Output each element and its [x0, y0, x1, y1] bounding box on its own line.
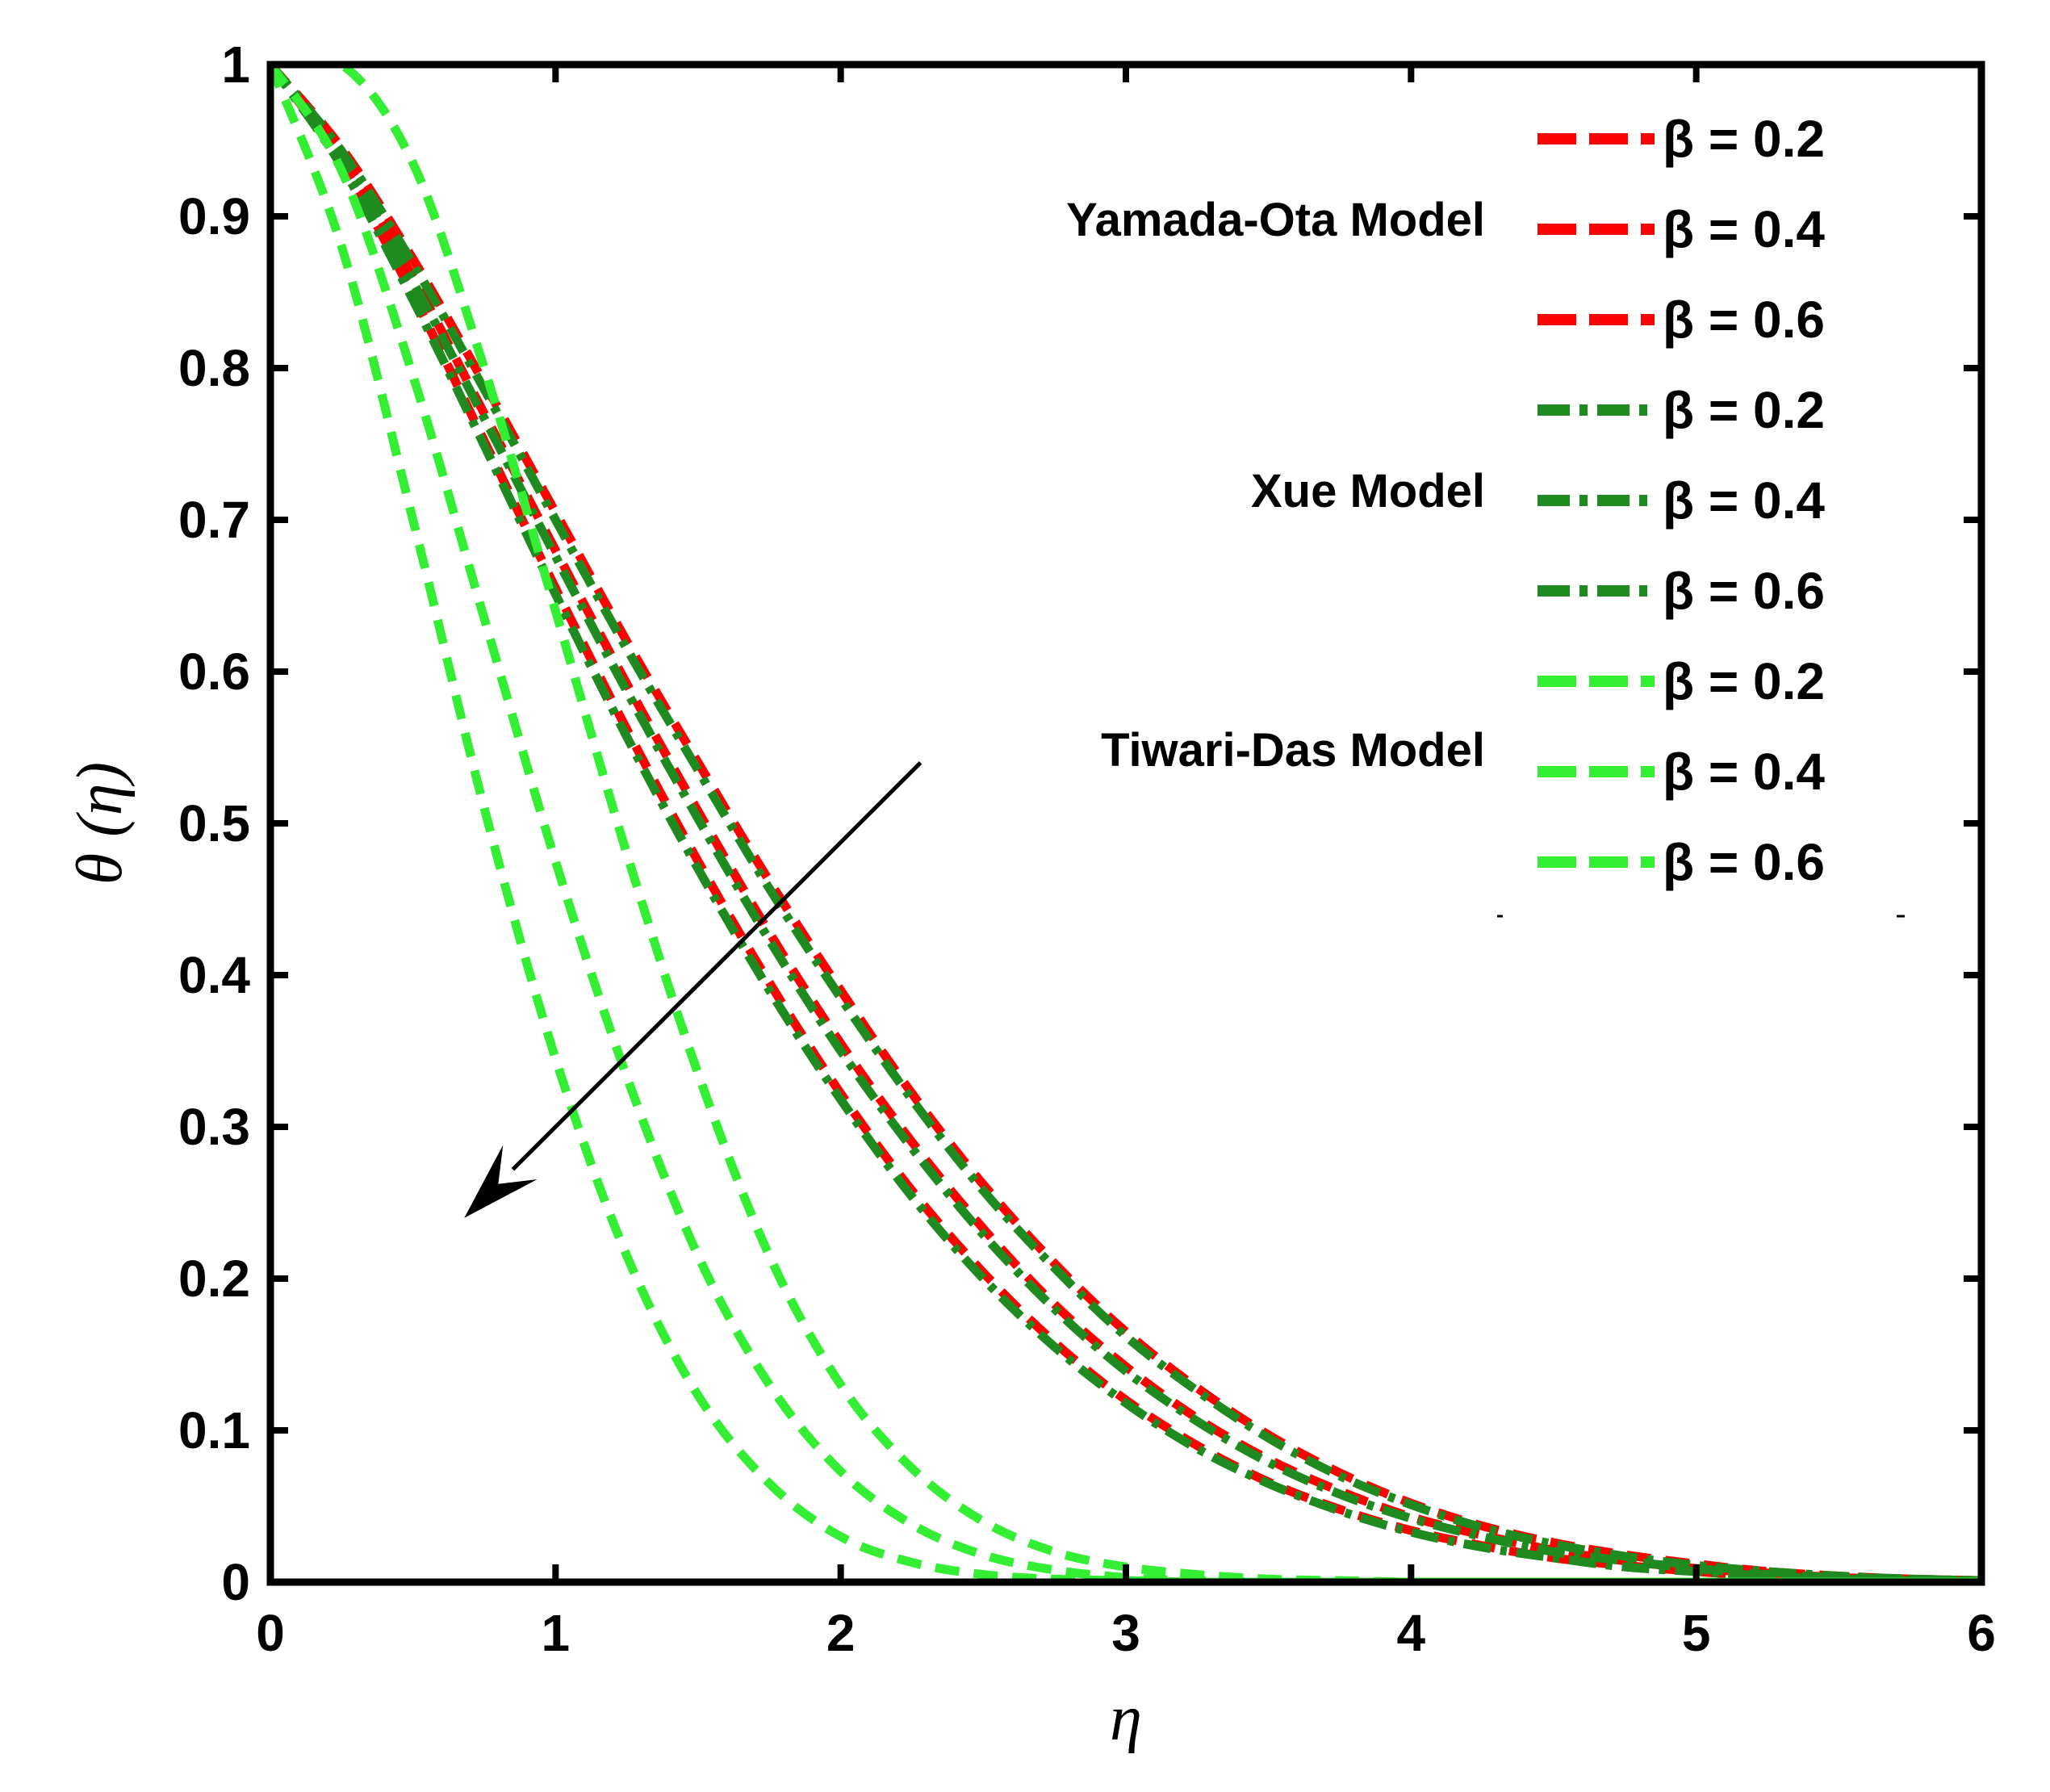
group-label-2: Xue Model — [1251, 465, 1485, 517]
x-tick-label-2: 2 — [826, 1604, 856, 1662]
legend-label-3: β = 0.6 — [1663, 291, 1825, 349]
legend-label-8: β = 0.4 — [1663, 743, 1825, 801]
model-group-labels: Yamada-Ota Model Xue Model Tiwari-Das Mode… — [1066, 194, 1485, 777]
legend-label-5: β = 0.4 — [1663, 471, 1825, 530]
legend-label-6: β = 0.6 — [1663, 562, 1825, 620]
y-tick-label-7: 0.7 — [178, 491, 250, 549]
group-label-1: Yamada-Ota Model — [1066, 194, 1485, 246]
x-tick-label-3: 3 — [1111, 1604, 1140, 1662]
y-tick-label-0: 0 — [221, 1553, 250, 1611]
x-tick-label-0: 0 — [256, 1604, 285, 1662]
legend-label-2: β = 0.4 — [1663, 200, 1825, 258]
legend-label-1: β = 0.2 — [1663, 110, 1825, 168]
x-tick-label-4: 4 — [1397, 1604, 1426, 1662]
x-tick-label-6: 6 — [1967, 1604, 1996, 1662]
arrow-head-1 — [464, 1145, 538, 1218]
arrow-shaft-1 — [511, 761, 922, 1171]
y-tick-label-8: 0.8 — [178, 339, 250, 397]
y-axis-label: θ (η) — [65, 762, 136, 885]
y-tick-label-9: 0.9 — [178, 187, 250, 245]
legend-label-4: β = 0.2 — [1663, 381, 1825, 439]
series-line-5 — [270, 65, 1981, 1582]
annotation-arrow — [464, 761, 922, 1218]
series-line-4 — [270, 65, 1981, 1582]
series-line-6 — [270, 65, 1981, 1582]
y-tick-label-10: 1 — [221, 36, 250, 94]
legend-label-9: β = 0.6 — [1663, 833, 1825, 891]
y-tick-label-4: 0.4 — [178, 946, 250, 1004]
x-axis-label: η — [1110, 1683, 1142, 1754]
y-tick-label-6: 0.6 — [178, 643, 250, 701]
legend: β = 0.2 β = 0.4 β = 0.6 β = 0.2 β = 0.4 β = 0… — [1497, 110, 1905, 918]
y-axis-ticks: 0 0.1 0.2 0.3 0.4 0.5 0.6 0.7 0.8 0.9 1 — [178, 36, 1981, 1611]
y-tick-label-3: 0.3 — [178, 1098, 250, 1156]
x-tick-label-1: 1 — [542, 1604, 571, 1662]
legend-label-7: β = 0.2 — [1663, 652, 1825, 710]
x-tick-label-5: 5 — [1682, 1604, 1711, 1662]
y-tick-label-1: 0.1 — [178, 1401, 250, 1459]
y-tick-label-5: 0.5 — [178, 794, 250, 852]
group-label-3: Tiwari-Das Model — [1101, 724, 1485, 777]
y-tick-label-2: 0.2 — [178, 1250, 250, 1308]
series-line-1 — [270, 65, 1981, 1582]
